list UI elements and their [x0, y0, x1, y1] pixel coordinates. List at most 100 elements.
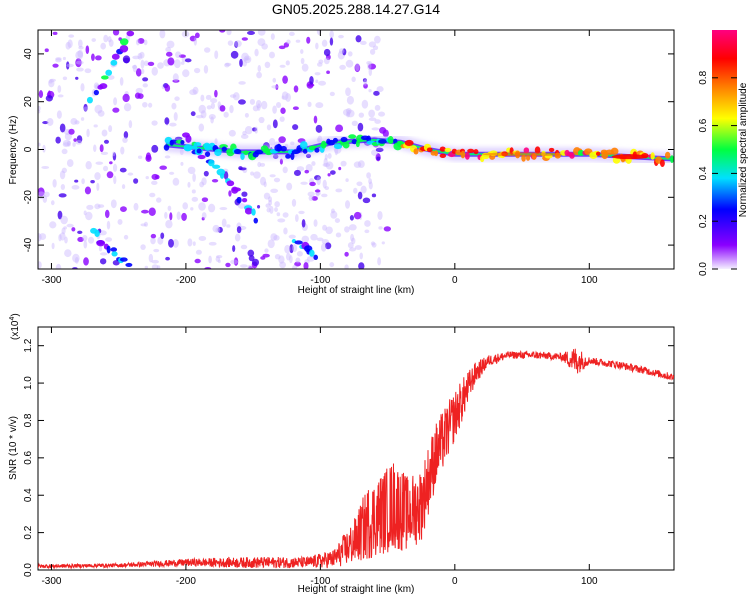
noise-blob — [121, 184, 126, 190]
noise-blob — [230, 259, 239, 265]
noise-blob — [52, 63, 59, 68]
noise-blob — [250, 171, 255, 176]
noise-blob — [259, 162, 266, 167]
noise-blob — [112, 107, 120, 113]
noise-blob — [238, 99, 246, 105]
ridge-blob — [86, 96, 93, 104]
ridge-blob — [233, 149, 242, 155]
noise-blob — [57, 85, 62, 93]
noise-blob — [210, 98, 218, 104]
noise-blob — [247, 30, 255, 36]
ridge-blob — [464, 152, 470, 160]
noise-blob — [204, 47, 211, 53]
noise-blob — [210, 102, 216, 110]
noise-blob — [214, 89, 218, 98]
noise-blob — [194, 258, 201, 264]
noise-blob — [166, 40, 175, 49]
noise-blob — [344, 251, 349, 257]
noise-blob — [199, 181, 205, 188]
noise-blob — [348, 224, 357, 231]
noise-blob — [379, 126, 387, 134]
ridge-blob — [340, 136, 348, 143]
noise-blob — [307, 83, 315, 87]
noise-blob — [123, 57, 130, 64]
noise-blob — [212, 224, 220, 233]
noise-blob — [132, 64, 138, 73]
noise-blob — [368, 63, 377, 70]
noise-blob — [324, 242, 332, 250]
noise-blob — [113, 97, 118, 106]
colorbar-tick-label: 0.8 — [698, 70, 709, 84]
noise-blob — [272, 77, 277, 83]
noise-blob — [52, 31, 58, 36]
noise-blob — [291, 244, 298, 253]
noise-blob — [192, 86, 199, 95]
noise-blob — [205, 94, 212, 101]
noise-blob — [66, 223, 74, 228]
noise-blob — [95, 161, 104, 165]
noise-blob — [300, 49, 304, 55]
noise-blob — [274, 253, 281, 260]
noise-blob — [278, 136, 286, 144]
noise-blob — [264, 248, 269, 253]
ridge-blob — [332, 137, 338, 143]
noise-blob — [358, 112, 365, 118]
noise-blob — [83, 240, 88, 249]
noise-blob — [145, 154, 152, 162]
noise-blob — [142, 77, 149, 82]
noise-blob — [122, 137, 128, 143]
x-tick-label: 100 — [581, 275, 598, 286]
noise-blob — [241, 52, 249, 62]
noise-blob — [75, 60, 84, 65]
noise-blob — [133, 178, 139, 184]
noise-blob — [49, 78, 56, 82]
noise-blob — [156, 197, 162, 203]
noise-blob — [335, 188, 343, 193]
noise-blob — [373, 90, 380, 96]
noise-blob — [49, 221, 57, 229]
noise-blob — [165, 51, 173, 57]
noise-blob — [253, 171, 261, 179]
noise-blob — [55, 136, 61, 144]
noise-blob — [314, 72, 321, 76]
noise-blob — [81, 178, 85, 185]
noise-blob — [194, 32, 200, 39]
noise-blob — [113, 175, 117, 185]
spectrogram-x-label: Height of straight line (km) — [298, 285, 415, 296]
noise-blob — [371, 127, 380, 131]
noise-blob — [307, 101, 312, 108]
noise-blob — [322, 162, 331, 168]
noise-blob — [241, 37, 248, 41]
y-tick-label: 0 — [23, 146, 34, 152]
noise-blob — [326, 70, 330, 75]
noise-blob — [355, 35, 362, 43]
ridge-blob — [232, 187, 241, 192]
noise-blob — [169, 171, 175, 175]
noise-blob — [293, 169, 301, 177]
noise-blob — [232, 92, 240, 101]
ridge-blob — [119, 44, 129, 53]
noise-blob — [371, 149, 379, 156]
noise-blob — [363, 83, 368, 89]
noise-blob — [304, 169, 309, 174]
noise-blob — [175, 51, 182, 59]
colorbar-tick-label: 0.2 — [698, 214, 709, 228]
x-tick-label: 0 — [452, 576, 458, 587]
noise-blob — [230, 50, 239, 59]
noise-blob — [95, 55, 102, 61]
noise-blob — [208, 203, 216, 213]
noise-blob — [135, 68, 142, 77]
noise-blob — [378, 111, 386, 117]
noise-blob — [327, 173, 331, 177]
noise-blob — [164, 155, 171, 159]
noise-blob — [192, 173, 196, 182]
peak-band — [482, 152, 563, 157]
noise-blob — [62, 56, 66, 61]
noise-blob — [151, 66, 158, 76]
noise-blob — [145, 175, 149, 180]
noise-blob — [227, 40, 234, 46]
colorbar-label: Normalized spectral amplitude — [738, 82, 749, 217]
noise-blob — [201, 212, 207, 219]
ridge-blob — [197, 154, 206, 160]
